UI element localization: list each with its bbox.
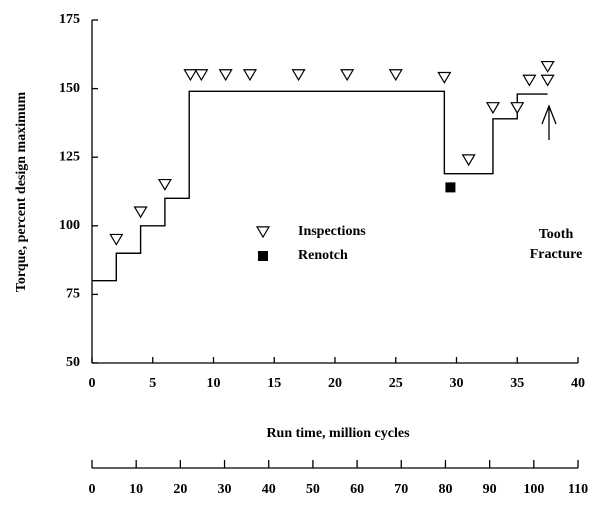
inspection-marker (109, 233, 124, 246)
annotation-arrowhead (541, 104, 557, 125)
x-tick-label: 0 (89, 376, 96, 391)
x2-tick-label: 70 (394, 482, 408, 497)
inspection-marker (510, 102, 525, 115)
x-tick-label: 20 (328, 376, 342, 391)
x2-tick-label: 110 (568, 482, 588, 497)
x2-tick-label: 80 (438, 482, 452, 497)
torque-step-line (92, 90, 548, 282)
x2-tick-label: 40 (262, 482, 276, 497)
y-tick-label: 175 (59, 12, 80, 27)
x-tick-label: 40 (571, 376, 585, 391)
inspection-marker (340, 69, 355, 82)
legend-label: Inspections (298, 224, 366, 239)
inspection-marker (540, 74, 555, 87)
x-tick-label: 25 (389, 376, 403, 391)
x2-tick-label: 20 (173, 482, 187, 497)
y-tick-label: 75 (66, 287, 80, 302)
inspection-marker (133, 206, 148, 219)
x2-tick-label: 100 (523, 482, 544, 497)
inspection-marker (522, 74, 537, 87)
y-axis-label: Torque, percent design maximum (14, 91, 29, 292)
x2-tick-label: 50 (306, 482, 320, 497)
inspection-marker (291, 69, 306, 82)
inspection-marker (183, 69, 198, 82)
y-tick-label: 100 (59, 218, 80, 233)
x-tick-label: 5 (149, 376, 156, 391)
x2-tick-label: 30 (218, 482, 232, 497)
x-tick-label: 35 (510, 376, 524, 391)
inspection-marker (194, 69, 209, 82)
inspection-marker (242, 69, 257, 82)
inspection-marker (461, 154, 476, 167)
inspection-marker (485, 102, 500, 115)
y-tick-label: 125 (59, 149, 80, 164)
inspection-marker (157, 178, 172, 191)
x2-tick-label: 90 (483, 482, 497, 497)
legend-marker (255, 226, 271, 239)
inspection-marker (437, 71, 452, 84)
renotch-marker (445, 182, 456, 193)
x2-tick-label: 10 (129, 482, 143, 497)
x-axis-label: Run time, million cycles (266, 426, 410, 441)
y-tick-label: 50 (66, 355, 80, 370)
inspection-marker (540, 60, 555, 73)
x2-tick-label: 0 (89, 482, 96, 497)
legend-label: Renotch (298, 248, 348, 263)
x2-tick-label: 60 (350, 482, 364, 497)
legend-marker (258, 251, 268, 261)
x-tick-label: 10 (207, 376, 221, 391)
annotation: Tooth (539, 227, 574, 242)
inspection-marker (388, 69, 403, 82)
x-tick-label: 15 (267, 376, 281, 391)
x-tick-label: 30 (450, 376, 464, 391)
inspection-marker (218, 69, 233, 82)
y-tick-label: 150 (59, 81, 80, 96)
annotation: Fracture (530, 247, 583, 262)
